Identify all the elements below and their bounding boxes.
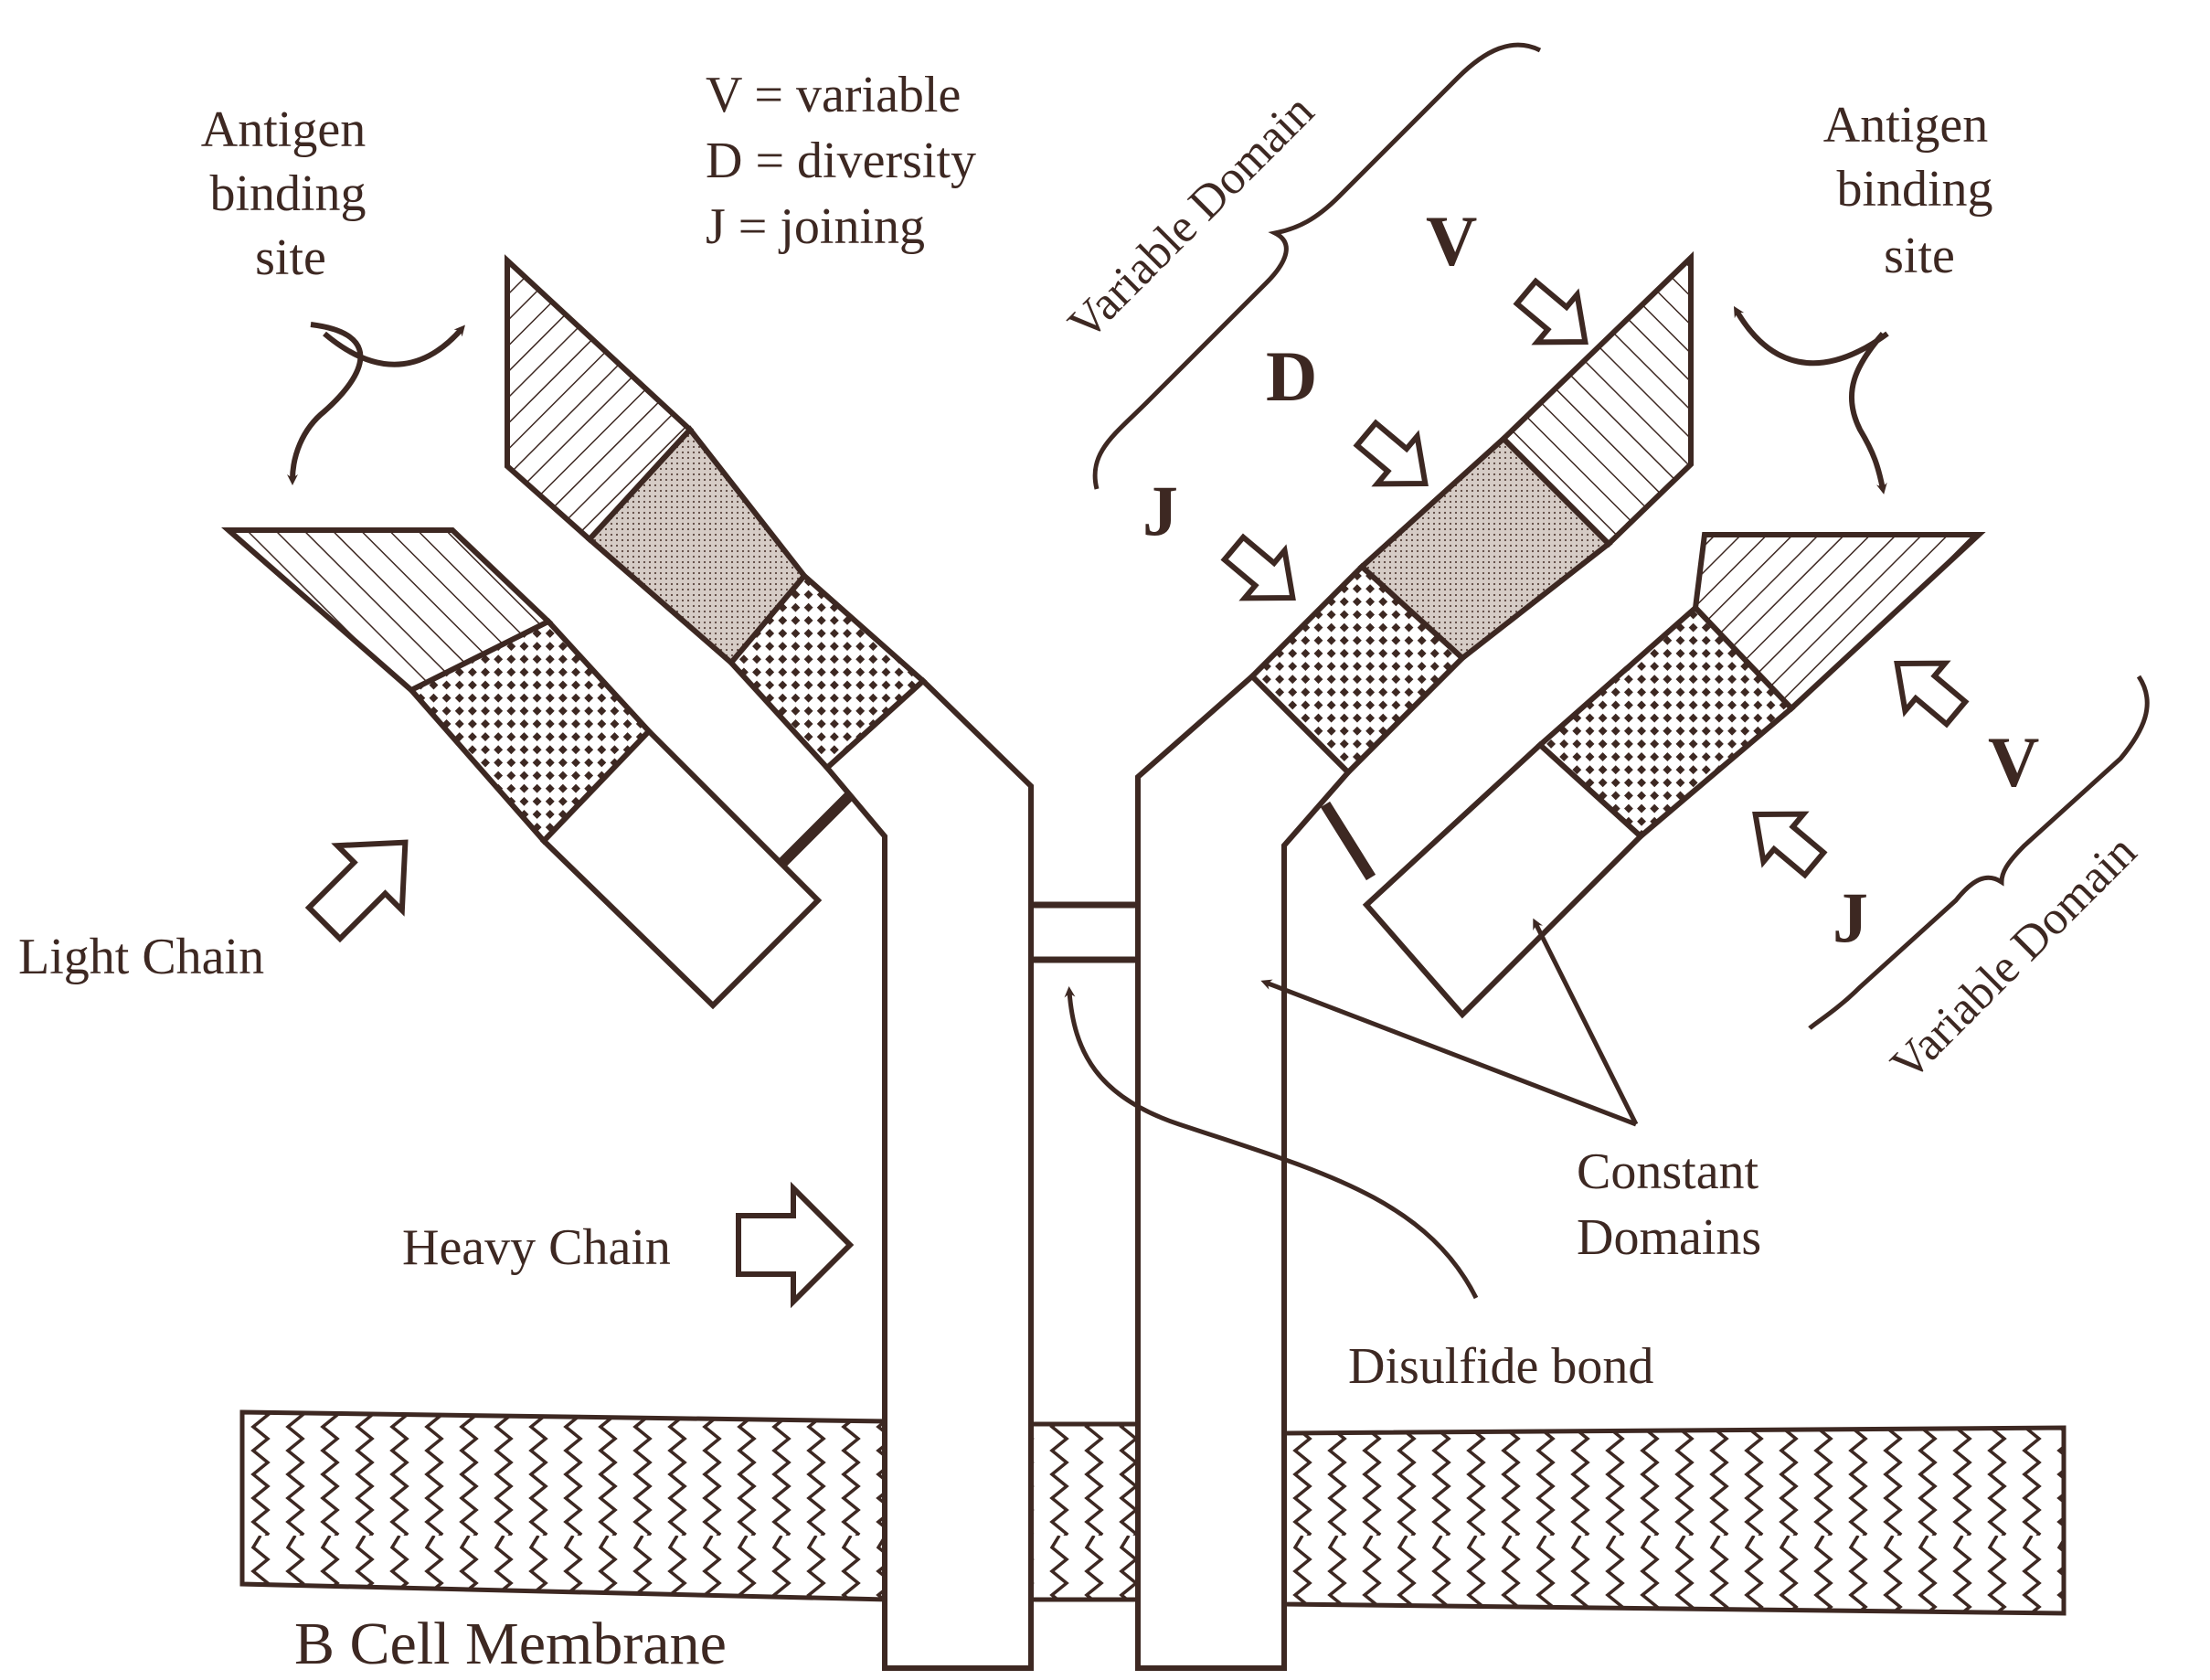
right-light-constant — [1362, 740, 1645, 1019]
legend: V = variable D = diversity J = joining — [706, 67, 976, 255]
left-light-constant — [539, 727, 823, 1010]
membrane-right-band — [1281, 1425, 2067, 1616]
variable-domain-label-bottom: Variable Domain — [1881, 825, 2146, 1090]
legend-j: J = joining — [706, 198, 925, 255]
cell-membrane — [239, 1409, 2067, 1616]
left-heavy-chain — [505, 254, 1034, 1671]
antigen-right-line3: site — [1884, 228, 1955, 284]
label-j-top: J — [1142, 471, 1178, 550]
legend-d: D = diversity — [706, 133, 976, 189]
left-heavy-constant — [823, 676, 1034, 1671]
disulfide-bond — [1031, 901, 1138, 963]
heavy-chain-label: Heavy Chain — [402, 1219, 671, 1276]
membrane-label: B Cell Membrane — [294, 1611, 727, 1677]
constant-domains-leaders — [1260, 918, 1639, 1127]
arrow-heavy-chain — [736, 1181, 855, 1309]
arrow-light-chain — [304, 839, 409, 943]
antigen-binding-arrow-right — [1733, 305, 1889, 494]
arrow-j-right — [1752, 811, 1828, 879]
arrow-d-top — [1353, 419, 1429, 487]
left-interchain-bond — [777, 791, 855, 868]
light-chain-label: Light Chain — [18, 929, 264, 985]
label-v-top: V — [1426, 201, 1477, 281]
right-interchain-bond — [1320, 801, 1376, 881]
antigen-left-line1: Antigen — [201, 101, 366, 158]
antigen-left-line3: site — [255, 229, 326, 286]
antigen-binding-arrow-left — [287, 322, 465, 485]
variable-domain-brace-bottom — [1808, 675, 2150, 1030]
antigen-right-line1: Antigen — [1823, 97, 1988, 154]
legend-v: V = variable — [706, 67, 961, 123]
label-v-right: V — [1988, 722, 2039, 802]
arrow-v-top — [1513, 277, 1588, 346]
right-heavy-chain — [1135, 250, 1694, 1671]
membrane-middle-band — [1023, 1421, 1145, 1602]
variable-domain-brace-top — [1092, 42, 1542, 490]
disulfide-bond-leader — [1064, 986, 1479, 1300]
antigen-left-line2: binding — [209, 165, 366, 222]
constant-domains-line1: Constant — [1577, 1143, 1759, 1200]
arrow-v-right — [1894, 660, 1970, 728]
variable-domain-label-top: Variable Domain — [1058, 85, 1323, 350]
arrow-j-top — [1220, 533, 1296, 601]
disulfide-bond-label: Disulfide bond — [1348, 1338, 1653, 1395]
left-light-chain — [221, 527, 823, 1010]
constant-domains-line2: Domains — [1577, 1209, 1761, 1266]
right-light-chain — [1362, 532, 1986, 1019]
label-j-right: J — [1833, 877, 1868, 957]
right-heavy-constant — [1135, 672, 1353, 1671]
antigen-right-line2: binding — [1836, 161, 1992, 218]
membrane-left-band — [239, 1409, 889, 1602]
label-d-top: D — [1266, 336, 1317, 416]
